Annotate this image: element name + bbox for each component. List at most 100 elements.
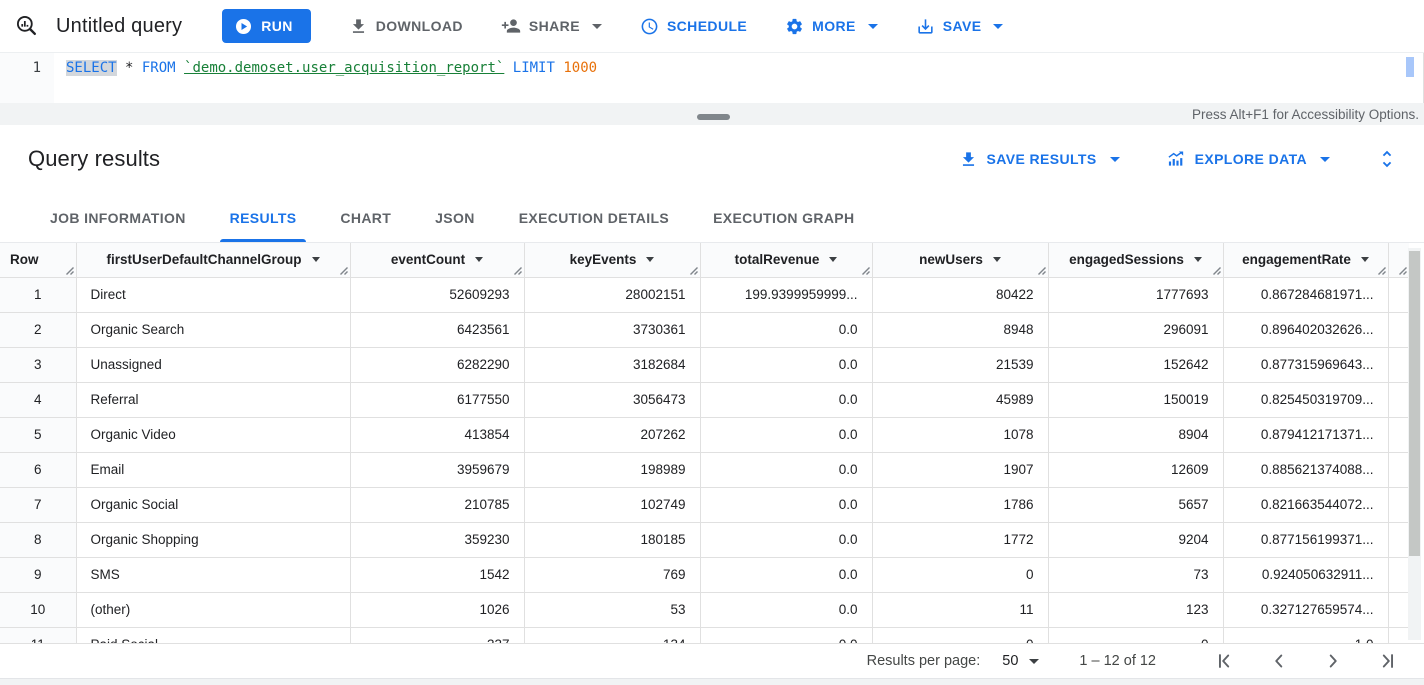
data-cell: 198989 [523,451,701,488]
sql-keyword-select: SELECT [66,60,117,76]
table-row: 2 Organic Search 6423561 3730361 0.0 8948 2960… [0,311,1409,348]
data-cell: 0.877156199371... [1222,521,1389,558]
row-number-cell: 1 [0,276,77,313]
tab-execution-graph[interactable]: EXECUTION GRAPH [713,209,855,226]
sql-keyword-limit: LIMIT [512,60,555,76]
unfold-icon [1376,150,1398,173]
row-number-cell: 2 [0,311,77,348]
sql-table-reference[interactable]: `demo.demoset.user_acquisition_report` [184,60,505,76]
column-menu-caret-icon[interactable] [1360,257,1369,263]
clipped-cell [1387,276,1409,313]
sql-code-line[interactable]: SELECT * FROM `demo.demoset.user_acquisi… [66,60,598,76]
column-header-newUsers[interactable]: newUsers [871,243,1049,278]
column-label: keyEvents [569,252,637,268]
data-cell: 1772 [871,521,1049,558]
column-resize-handle[interactable] [1037,266,1047,276]
previous-page-button[interactable] [1268,650,1290,672]
data-cell: 0.877315969643... [1222,346,1389,383]
chevron-down-icon [1109,156,1120,162]
column-resize-handle[interactable] [861,266,871,276]
save-button[interactable]: SAVE [916,17,1004,36]
line-number: 1 [32,60,41,76]
query-icon [14,13,40,39]
column-menu-caret-icon[interactable] [646,257,655,263]
table-row: 11Paid Social3371340.0001.0 [0,626,1409,643]
tab-execution-details[interactable]: EXECUTION DETAILS [518,209,670,226]
column-header-Row[interactable]: Row [0,243,77,278]
data-cell: 3056473 [523,381,701,418]
data-cell: 102749 [523,486,701,523]
data-cell: 8904 [1047,416,1224,453]
results-table-container: Row firstUserDefaultChannelGroup eventCoun… [0,243,1424,643]
data-cell: Organic Search [75,311,351,348]
data-cell: 1907 [871,451,1049,488]
data-cell: 199.9399959999... [699,276,873,313]
column-menu-caret-icon[interactable] [829,257,838,263]
clipped-cell [1387,416,1409,453]
panel-splitter-handle[interactable] [697,114,730,120]
column-header-engagedSessions[interactable]: engagedSessions [1047,243,1224,278]
tab-chart[interactable]: CHART [340,209,392,226]
column-resize-handle[interactable] [1212,266,1222,276]
column-menu-caret-icon[interactable] [992,257,1001,263]
column-label: firstUserDefaultChannelGroup [106,252,302,268]
column-resize-handle[interactable] [339,266,349,276]
data-cell: 73 [1047,556,1224,593]
data-cell: 0.0 [699,486,873,523]
column-resize-handle[interactable] [1377,266,1387,276]
query-title[interactable]: Untitled query [56,14,183,37]
table-row: 4 Referral 6177550 3056473 0.0 45989 150019 0.8… [0,381,1409,418]
chevron-down-icon [1320,156,1330,162]
column-menu-caret-icon[interactable] [1193,257,1202,263]
save-results-button[interactable]: SAVE RESULTS [959,150,1120,169]
column-header-totalRevenue[interactable]: totalRevenue [699,243,873,278]
row-number-cell: 4 [0,381,77,418]
download-button[interactable]: DOWNLOAD [349,17,463,36]
column-label: engagementRate [1242,252,1351,268]
column-resize-handle[interactable] [689,266,699,276]
tab-results[interactable]: RESULTS [208,193,319,242]
data-cell: 0.821663544072... [1222,486,1389,523]
column-resize-handle[interactable] [1398,266,1408,276]
data-cell: 6423561 [349,311,525,348]
column-header-keyEvents[interactable]: keyEvents [523,243,701,278]
data-cell: 0 [871,626,1049,643]
data-cell: 0.0 [699,556,873,593]
table-header-row: Row firstUserDefaultChannelGroup eventCoun… [0,243,1409,278]
chevron-down-icon [993,23,1004,29]
table-row: 6 Email 3959679 198989 0.0 1907 12609 0.8856213… [0,451,1409,488]
column-resize-handle[interactable] [65,266,75,276]
column-menu-caret-icon[interactable] [311,257,320,263]
data-cell: 1078 [871,416,1049,453]
next-page-button[interactable] [1322,650,1344,672]
expand-results-button[interactable] [1376,148,1398,170]
data-cell: 9204 [1047,521,1224,558]
data-cell: 0 [871,556,1049,593]
data-cell: 0.0 [699,346,873,383]
column-resize-handle[interactable] [513,266,523,276]
column-header-engagementRate[interactable]: engagementRate [1222,243,1389,278]
editor-scrollbar[interactable] [1406,57,1414,77]
table-vertical-scrollbar[interactable] [1408,248,1421,640]
page-size-select[interactable]: 50 [1002,653,1040,669]
last-page-button[interactable] [1376,650,1398,672]
more-button[interactable]: MORE [785,17,878,36]
sql-limit-value: 1000 [563,60,598,76]
row-number-cell: 8 [0,521,77,558]
explore-data-button[interactable]: EXPLORE DATA [1166,149,1330,169]
tab-json[interactable]: JSON [435,209,475,226]
data-cell: Unassigned [75,346,351,383]
clipped-column-header [1387,243,1409,278]
schedule-button[interactable]: SCHEDULE [640,17,747,36]
data-cell: 150019 [1047,381,1224,418]
column-header-eventCount[interactable]: eventCount [349,243,525,278]
column-menu-caret-icon[interactable] [475,257,484,263]
first-page-button[interactable] [1214,650,1236,672]
column-header-firstUserDefaultChannelGroup[interactable]: firstUserDefaultChannelGroup [75,243,351,278]
data-cell: 53 [523,591,701,628]
share-button[interactable]: SHARE [501,16,602,36]
scrollbar-thumb[interactable] [1409,251,1420,556]
tab-job-information[interactable]: JOB INFORMATION [50,209,186,226]
data-cell: 0.0 [699,311,873,348]
run-button[interactable]: RUN [222,9,311,43]
